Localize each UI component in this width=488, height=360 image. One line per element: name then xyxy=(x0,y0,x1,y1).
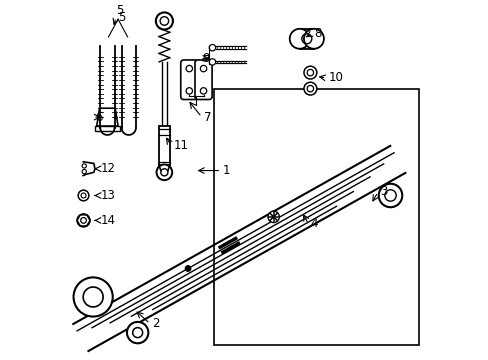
Bar xyxy=(214,89,418,345)
Circle shape xyxy=(209,45,215,51)
Circle shape xyxy=(378,184,402,207)
Bar xyxy=(299,29,313,49)
FancyBboxPatch shape xyxy=(195,60,212,99)
Bar xyxy=(382,188,398,203)
Circle shape xyxy=(289,29,309,49)
Circle shape xyxy=(304,66,316,79)
Text: 5: 5 xyxy=(118,11,125,24)
Circle shape xyxy=(77,214,90,227)
FancyBboxPatch shape xyxy=(181,60,198,99)
Circle shape xyxy=(156,13,173,30)
Circle shape xyxy=(185,266,190,271)
Circle shape xyxy=(304,82,316,95)
Circle shape xyxy=(127,322,148,343)
Text: 5: 5 xyxy=(116,4,123,17)
Text: 7: 7 xyxy=(203,111,211,123)
Bar xyxy=(159,126,169,165)
Circle shape xyxy=(156,165,172,180)
Text: 14: 14 xyxy=(100,214,115,227)
Text: 4: 4 xyxy=(310,217,317,230)
Text: 10: 10 xyxy=(327,71,343,85)
Text: 1: 1 xyxy=(223,164,230,177)
Circle shape xyxy=(304,29,323,49)
Circle shape xyxy=(73,278,113,316)
Text: 11: 11 xyxy=(173,139,188,152)
Text: 12: 12 xyxy=(100,162,115,175)
Circle shape xyxy=(267,211,279,222)
Text: 6: 6 xyxy=(95,111,102,123)
Text: 3: 3 xyxy=(379,185,386,198)
Circle shape xyxy=(209,59,215,65)
Text: 2: 2 xyxy=(152,317,159,330)
Bar xyxy=(95,126,120,131)
Text: 9: 9 xyxy=(202,52,209,65)
Circle shape xyxy=(78,190,89,201)
Text: 8: 8 xyxy=(313,27,321,40)
Text: 13: 13 xyxy=(100,189,115,202)
